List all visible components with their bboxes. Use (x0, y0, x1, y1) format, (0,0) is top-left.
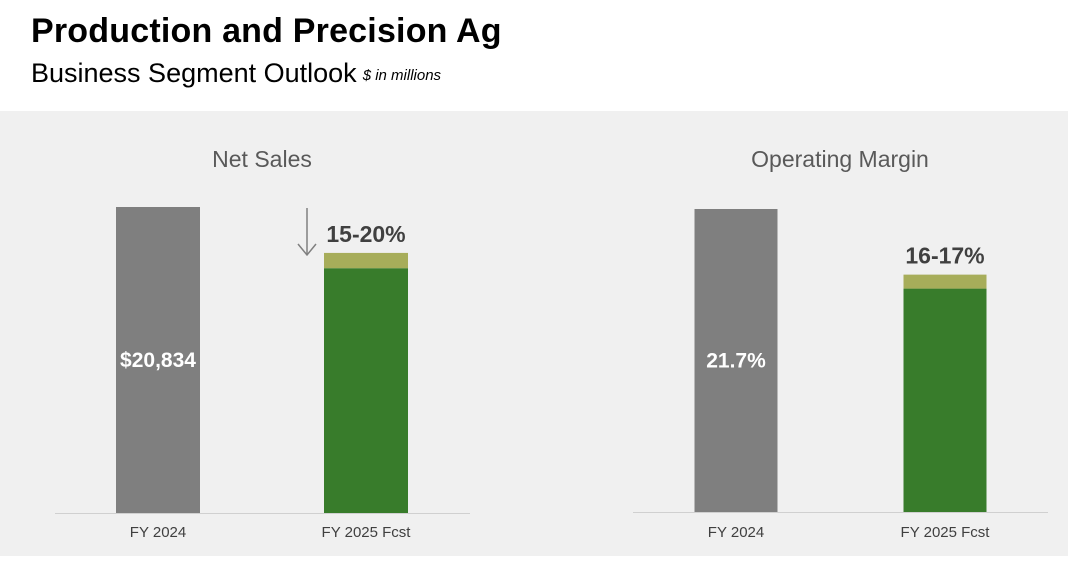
net-sales-label-fy2025: 15-20% (326, 221, 405, 247)
net-sales-range-band (324, 252, 408, 269)
net-sales-bar-fy2024 (116, 207, 200, 513)
charts-svg: Net Sales $20,834 15-20% FY 2024 FY 2025… (55, 146, 1048, 541)
operating-margin-tick-fy2024: FY 2024 (708, 524, 764, 541)
operating-margin-label-fy2025: 16-17% (905, 243, 984, 269)
page-title: Production and Precision Ag (31, 12, 502, 50)
operating-margin-bar-fy2025 (903, 288, 987, 512)
net-sales-title: Net Sales (212, 146, 312, 172)
net-sales-label-fy2024: $20,834 (120, 349, 196, 372)
net-sales-tick-fy2024: FY 2024 (130, 524, 186, 541)
operating-margin-bar-fy2024 (694, 209, 778, 512)
down-arrow-icon (297, 208, 317, 257)
operating-margin-chart: Operating Margin 21.7% 16-17% FY 2024 FY… (633, 146, 1048, 541)
page-subtitle: Business Segment Outlook $ in millions (31, 58, 441, 89)
units-note: $ in millions (362, 67, 442, 84)
operating-margin-range-band (903, 274, 987, 289)
operating-margin-label-fy2024: 21.7% (706, 350, 766, 373)
operating-margin-tick-fy2025: FY 2025 Fcst (901, 524, 991, 541)
operating-margin-title: Operating Margin (751, 146, 929, 172)
net-sales-tick-fy2025: FY 2025 Fcst (322, 524, 412, 541)
net-sales-bar-fy2025 (324, 268, 408, 513)
net-sales-chart: Net Sales $20,834 15-20% FY 2024 FY 2025… (55, 146, 470, 541)
subtitle-text: Business Segment Outlook (31, 58, 357, 88)
